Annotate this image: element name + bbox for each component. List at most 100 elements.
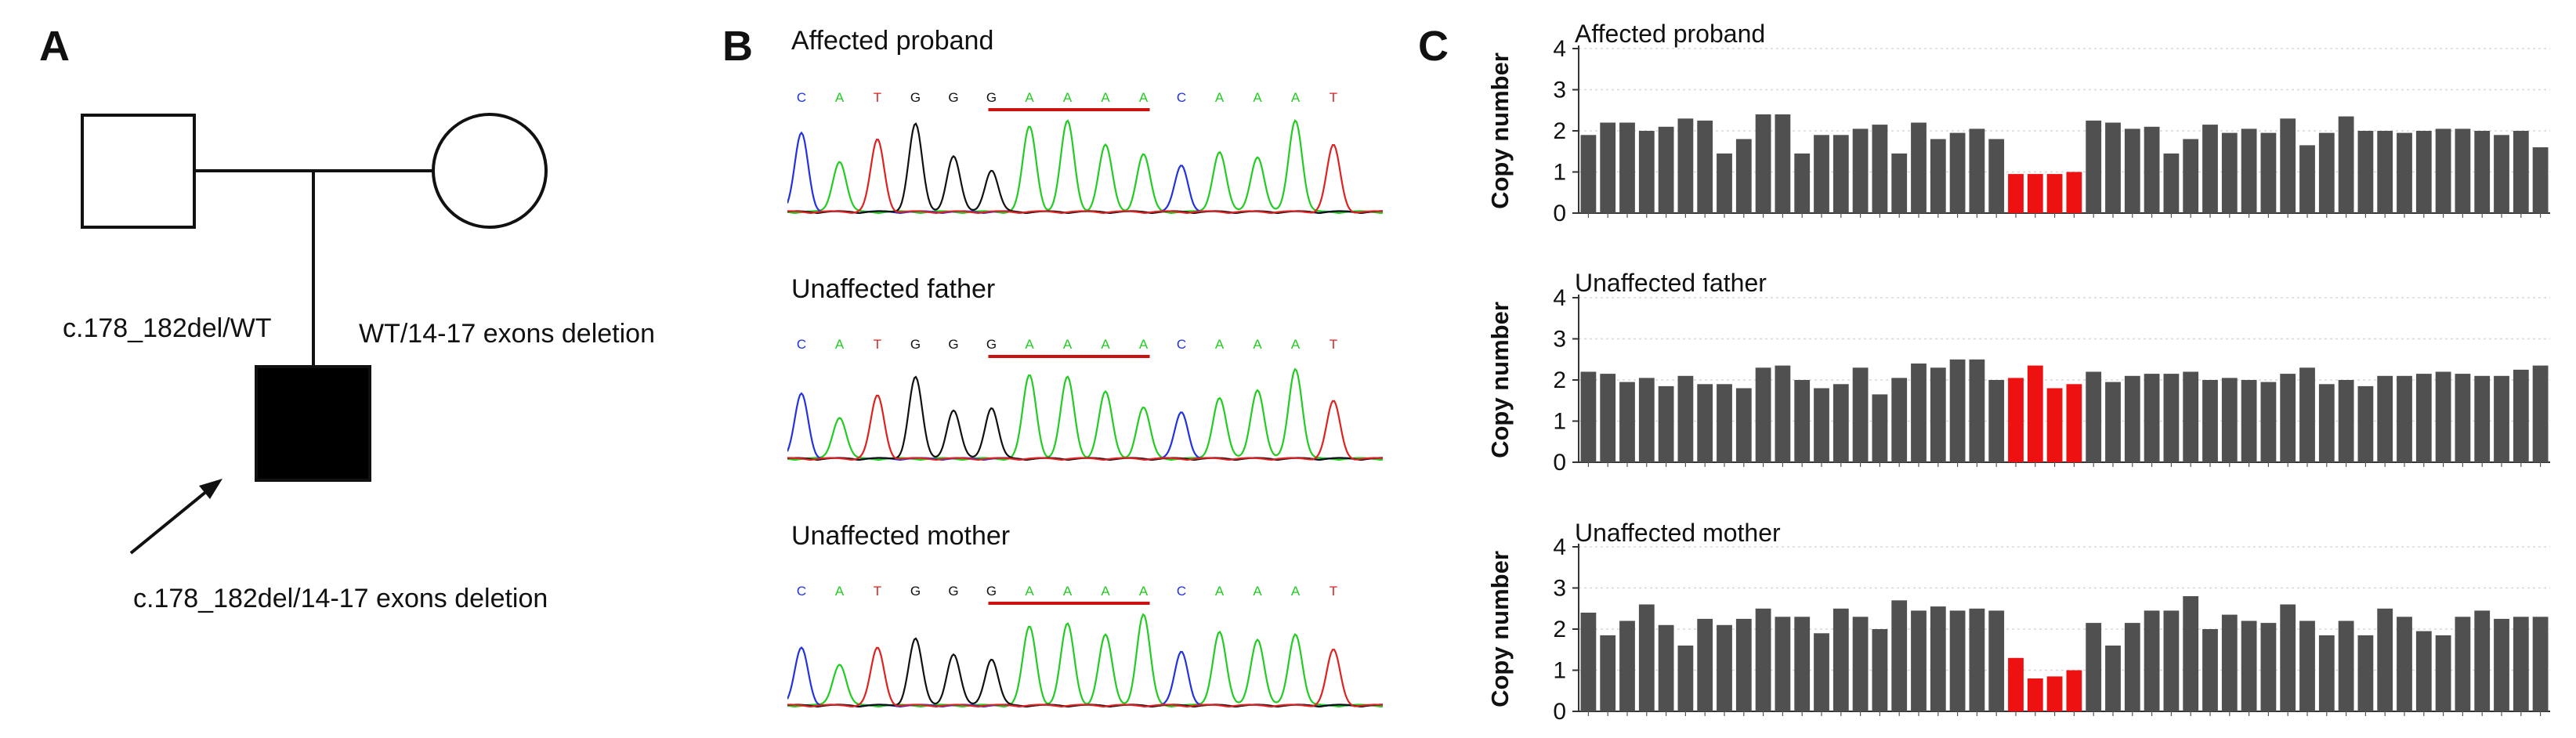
base-call: A (1063, 584, 1073, 599)
bar (2397, 132, 2412, 213)
bar (1697, 618, 1713, 711)
bar (2241, 128, 2257, 213)
base-call: A (1063, 90, 1073, 105)
chart-title: Unaffected father (1575, 269, 1767, 297)
mother-symbol (432, 113, 548, 229)
y-tick-label: 4 (1553, 534, 1566, 560)
base-call: G (948, 90, 958, 105)
bar (2377, 375, 2393, 463)
bar (1600, 122, 1616, 213)
bar (1600, 635, 1616, 711)
proband-arrowhead (199, 479, 223, 499)
base-call: A (1253, 584, 1262, 599)
base-call: A (1291, 337, 1301, 352)
bar (1775, 114, 1791, 213)
chart-title: Affected proband (1575, 20, 1766, 48)
bar (1658, 385, 1674, 462)
bar (2397, 375, 2412, 463)
bar (2144, 374, 2160, 462)
bar (1677, 375, 1694, 463)
base-call: T (874, 337, 881, 352)
bar (2377, 131, 2393, 213)
bar (1794, 617, 1811, 711)
bar (2338, 620, 2354, 711)
base-call: A (835, 584, 845, 599)
bar (1638, 378, 1655, 462)
bar-deleted-exon (2027, 174, 2043, 213)
base-call: A (1101, 584, 1110, 599)
base-call: C (1177, 90, 1186, 105)
bar (1580, 613, 1597, 711)
bar (2494, 135, 2509, 214)
bar (2202, 629, 2218, 711)
y-tick-label: 0 (1553, 450, 1566, 476)
bar (1775, 617, 1791, 711)
bar-deleted-exon (2066, 670, 2082, 711)
trace-t (787, 139, 1383, 215)
bar (1755, 114, 1771, 213)
panel-label-a: A (39, 23, 70, 70)
bar-deleted-exon (2008, 657, 2024, 712)
bar (1891, 600, 1908, 712)
bar (2455, 128, 2471, 213)
bar (2299, 145, 2315, 213)
bar (1872, 125, 1888, 213)
bar (2474, 610, 2491, 711)
bar (2163, 153, 2180, 213)
trace-c (787, 646, 1383, 708)
y-axis-label: Copy number (1486, 302, 1514, 458)
chromatogram-title: Unaffected mother (791, 521, 1011, 551)
bar (2260, 623, 2277, 711)
bar (2124, 375, 2140, 463)
trace-a (787, 367, 1383, 461)
base-call: G (910, 90, 921, 105)
bar (1735, 388, 1752, 462)
bar-deleted-exon (2008, 174, 2024, 213)
trace-c (787, 392, 1383, 461)
bar (2318, 384, 2335, 463)
bar (1735, 618, 1752, 711)
bar (2105, 122, 2121, 213)
bar (2357, 385, 2374, 462)
bar (2183, 371, 2199, 462)
y-tick-label: 3 (1553, 78, 1566, 103)
bar (1580, 135, 1597, 214)
bar (1969, 128, 1985, 213)
bar (1852, 367, 1869, 462)
bar (1735, 139, 1752, 213)
bar (1891, 378, 1908, 462)
bar (1814, 388, 1829, 462)
base-call: A (1101, 90, 1110, 105)
bar (2377, 608, 2393, 712)
bar (2241, 620, 2257, 711)
bar (2086, 120, 2102, 213)
copy-number-chart-mother: Copy number 0 1 2 3 4 (1486, 534, 2550, 725)
mother-genotype: WT/14-17 exons deletion (359, 319, 655, 349)
bar (1911, 122, 1927, 213)
base-call: C (1177, 337, 1186, 352)
copy-number-chart-father: Copy number 0 1 2 3 4 (1486, 285, 2550, 476)
bar (1619, 382, 1635, 462)
trace-g (787, 122, 1383, 215)
y-axis-label: Copy number (1486, 52, 1514, 209)
base-call: C (797, 337, 806, 352)
bar (2513, 617, 2529, 711)
bar (2455, 374, 2471, 462)
bar-deleted-exon (2046, 388, 2063, 462)
y-tick-label: 3 (1553, 327, 1566, 353)
base-call: C (1177, 584, 1186, 599)
bar (2299, 620, 2315, 711)
bar (2221, 614, 2238, 711)
bar-deleted-exon (2008, 378, 2024, 462)
bar (2415, 374, 2432, 462)
base-call: A (1025, 337, 1034, 352)
y-tick-label: 2 (1553, 617, 1566, 642)
bar (1930, 139, 1946, 213)
bar (2144, 610, 2160, 711)
chromatogram-title: Affected proband (791, 26, 994, 56)
bar (1833, 384, 1849, 463)
base-call: A (1253, 90, 1262, 105)
